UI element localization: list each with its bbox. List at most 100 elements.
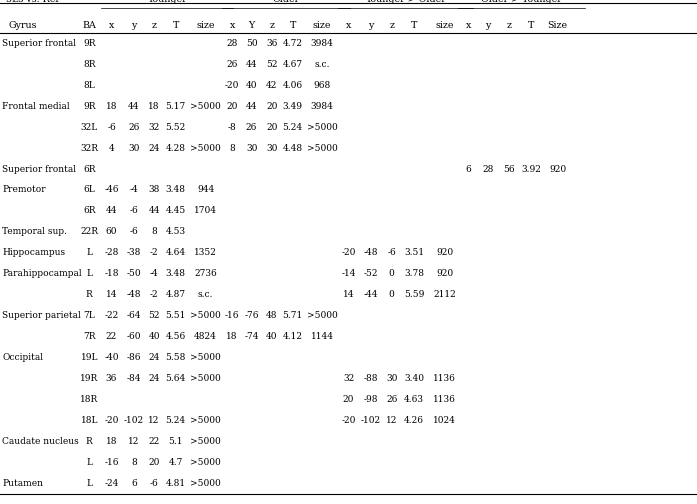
Text: 920: 920 [549, 164, 566, 173]
Text: Hippocampus: Hippocampus [2, 248, 66, 258]
Text: Putamen: Putamen [2, 479, 43, 488]
Text: 0: 0 [389, 290, 395, 299]
Text: -16: -16 [225, 311, 239, 320]
Text: 52: 52 [148, 311, 160, 320]
Text: 1704: 1704 [194, 207, 217, 215]
Text: -102: -102 [124, 416, 144, 425]
Text: 1136: 1136 [434, 374, 456, 383]
Text: L: L [86, 248, 92, 258]
Text: 42: 42 [266, 81, 277, 90]
Text: 18: 18 [148, 102, 160, 110]
Text: -20: -20 [342, 416, 355, 425]
Text: 20: 20 [343, 395, 354, 404]
Text: -50: -50 [127, 269, 141, 278]
Text: 8: 8 [131, 458, 137, 467]
Text: 30: 30 [128, 144, 139, 153]
Text: 18: 18 [227, 332, 238, 341]
Text: 20: 20 [227, 102, 238, 110]
Text: 26: 26 [386, 395, 397, 404]
Text: -6: -6 [130, 227, 138, 236]
Text: -86: -86 [127, 353, 141, 362]
Text: 4.81: 4.81 [166, 479, 185, 488]
Text: 30: 30 [246, 144, 257, 153]
Text: z: z [151, 21, 157, 30]
Text: 24: 24 [148, 353, 160, 362]
Text: -6: -6 [150, 479, 158, 488]
Text: 6R: 6R [83, 207, 95, 215]
Text: Parahippocampal: Parahippocampal [2, 269, 82, 278]
Text: 5.17: 5.17 [165, 102, 186, 110]
Text: -60: -60 [127, 332, 141, 341]
Text: -18: -18 [105, 269, 118, 278]
Text: L: L [86, 458, 92, 467]
Text: 12: 12 [386, 416, 397, 425]
Text: 32L: 32L [81, 122, 98, 132]
Text: z: z [389, 21, 395, 30]
Text: L: L [86, 479, 92, 488]
Text: 5.58: 5.58 [165, 353, 186, 362]
Text: 44: 44 [128, 102, 139, 110]
Text: 20: 20 [266, 102, 277, 110]
Text: 22R: 22R [80, 227, 98, 236]
Text: T: T [528, 21, 535, 30]
Text: Older: Older [273, 0, 299, 4]
Text: 5Ls vs. Ref: 5Ls vs. Ref [6, 0, 59, 4]
Text: T: T [172, 21, 179, 30]
Text: 1024: 1024 [434, 416, 456, 425]
Text: 52: 52 [266, 59, 277, 69]
Text: 4824: 4824 [194, 332, 217, 341]
Text: 4.26: 4.26 [404, 416, 424, 425]
Text: z: z [269, 21, 275, 30]
Text: >5000: >5000 [307, 144, 337, 153]
Text: 36: 36 [106, 374, 117, 383]
Text: -14: -14 [342, 269, 355, 278]
Text: 18L: 18L [80, 416, 98, 425]
Text: 14: 14 [343, 290, 354, 299]
Text: -4: -4 [130, 185, 138, 195]
Text: 24: 24 [148, 374, 160, 383]
Text: -52: -52 [364, 269, 378, 278]
Text: 20: 20 [148, 458, 160, 467]
Text: -20: -20 [225, 81, 239, 90]
Text: 968: 968 [314, 81, 330, 90]
Text: 19L: 19L [80, 353, 98, 362]
Text: -8: -8 [228, 122, 236, 132]
Text: >5000: >5000 [190, 102, 221, 110]
Text: -48: -48 [364, 248, 378, 258]
Text: x: x [346, 21, 351, 30]
Text: 944: 944 [197, 185, 214, 195]
Text: >5000: >5000 [190, 416, 221, 425]
Text: 2736: 2736 [194, 269, 217, 278]
Text: 1352: 1352 [194, 248, 217, 258]
Text: 40: 40 [266, 332, 277, 341]
Text: 28: 28 [482, 164, 493, 173]
Text: 40: 40 [246, 81, 257, 90]
Text: 6R: 6R [83, 164, 95, 173]
Text: 4.63: 4.63 [404, 395, 424, 404]
Text: 8: 8 [151, 227, 157, 236]
Text: 3.51: 3.51 [404, 248, 424, 258]
Text: 3.48: 3.48 [166, 269, 185, 278]
Text: 40: 40 [148, 332, 160, 341]
Text: y: y [485, 21, 491, 30]
Text: -46: -46 [105, 185, 118, 195]
Text: 4.87: 4.87 [166, 290, 185, 299]
Text: 3984: 3984 [311, 39, 333, 48]
Text: x: x [109, 21, 114, 30]
Text: 8L: 8L [84, 81, 95, 90]
Text: 3.40: 3.40 [404, 374, 424, 383]
Text: 26: 26 [128, 122, 139, 132]
Text: -74: -74 [245, 332, 259, 341]
Text: 22: 22 [148, 437, 160, 446]
Text: 7L: 7L [84, 311, 95, 320]
Text: -4: -4 [150, 269, 158, 278]
Text: 8: 8 [229, 144, 235, 153]
Text: Superior parietal: Superior parietal [2, 311, 81, 320]
Text: 5.24: 5.24 [283, 122, 302, 132]
Text: 44: 44 [246, 102, 257, 110]
Text: size: size [197, 21, 215, 30]
Text: -6: -6 [130, 207, 138, 215]
Text: >5000: >5000 [190, 374, 221, 383]
Text: 18: 18 [106, 102, 117, 110]
Text: Premotor: Premotor [2, 185, 46, 195]
